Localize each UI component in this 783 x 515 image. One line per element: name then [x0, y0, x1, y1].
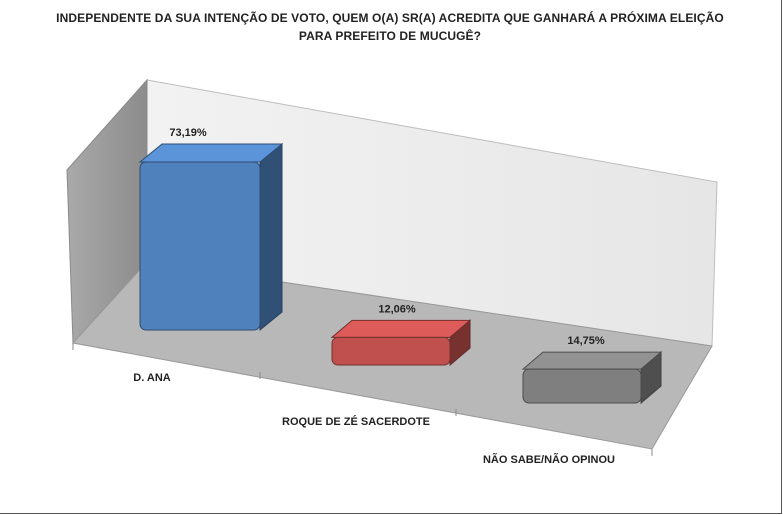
chart-title-line-1: INDEPENDENTE DA SUA INTENÇÃO DE VOTO, QU…: [56, 11, 724, 25]
bar-top-face: [330, 319, 472, 338]
bar-front-face: [139, 161, 261, 331]
bar-side-face: [259, 142, 283, 332]
category-label: ROQUE DE ZÉ SACERDOTE: [282, 415, 430, 428]
bar-front-face: [331, 336, 451, 366]
data-label: 14,75%: [567, 335, 605, 347]
category-label: D. ANA: [133, 372, 171, 384]
bar-front-face: [522, 368, 642, 404]
data-label: 12,06%: [378, 303, 416, 315]
chart-title: INDEPENDENTE DA SUA INTENÇÃO DE VOTO, QU…: [40, 9, 740, 45]
labels-group: 73,19% D. ANA 12,06% ROQUE DE ZÉ SACERDOTE 1…: [133, 127, 615, 466]
bar: [138, 142, 284, 332]
bar: [330, 319, 472, 367]
bar: [521, 351, 663, 405]
bar-top-face: [521, 351, 663, 370]
bars-group: [138, 142, 663, 405]
data-label: 73,19%: [169, 127, 207, 139]
category-axis-ticks: [72, 343, 653, 456]
chart-title-line-2: PARA PREFEITO DE MUCUGÊ?: [298, 29, 482, 43]
category-label: NÃO SABE/NÃO OPINOU: [483, 453, 615, 466]
bar-top-face: [138, 143, 284, 163]
